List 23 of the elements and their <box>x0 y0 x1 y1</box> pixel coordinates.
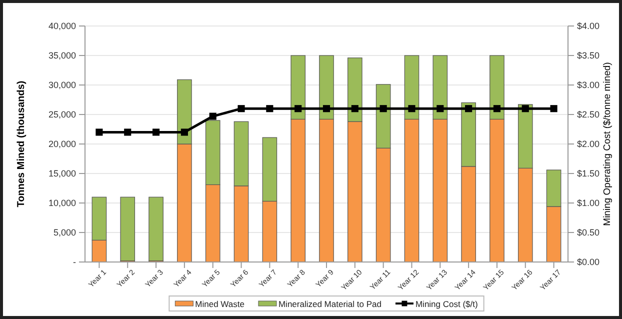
y-tick-label: 30,000 <box>48 80 76 90</box>
legend-label: Mining Cost ($/t) <box>415 299 478 309</box>
y2-tick-label: $0.50 <box>577 227 600 238</box>
y-tick-label: 10,000 <box>48 198 76 208</box>
legend-label: Mined Waste <box>195 299 245 309</box>
y2-tick-label: $3.00 <box>577 80 600 90</box>
y-tick-label: - <box>73 256 76 267</box>
legend-label: Mineralized Material to Pad <box>278 299 382 309</box>
y-tick-label: 5,000 <box>53 227 76 238</box>
y2-tick-label: $4.00 <box>577 20 600 31</box>
y-tick-label: 25,000 <box>48 109 76 120</box>
y2-tick-label: $2.50 <box>577 109 600 120</box>
y2-tick-label: $3.50 <box>577 50 600 60</box>
y-axis-title: Tonnes Mined (thousands) <box>16 80 27 208</box>
y2-tick-label: $2.00 <box>577 138 600 149</box>
y2-axis-title: Mining Operating Cost ($/tonne mined) <box>602 62 613 226</box>
y2-tick-label: $1.50 <box>577 168 600 178</box>
y2-tick-label: $1.00 <box>577 198 600 208</box>
y-tick-label: 15,000 <box>48 168 76 178</box>
y-tick-label: 40,000 <box>48 20 76 31</box>
y-tick-label: 20,000 <box>48 138 76 149</box>
y-tick-label: 35,000 <box>48 50 76 60</box>
y2-tick-label: $0.00 <box>577 256 600 267</box>
